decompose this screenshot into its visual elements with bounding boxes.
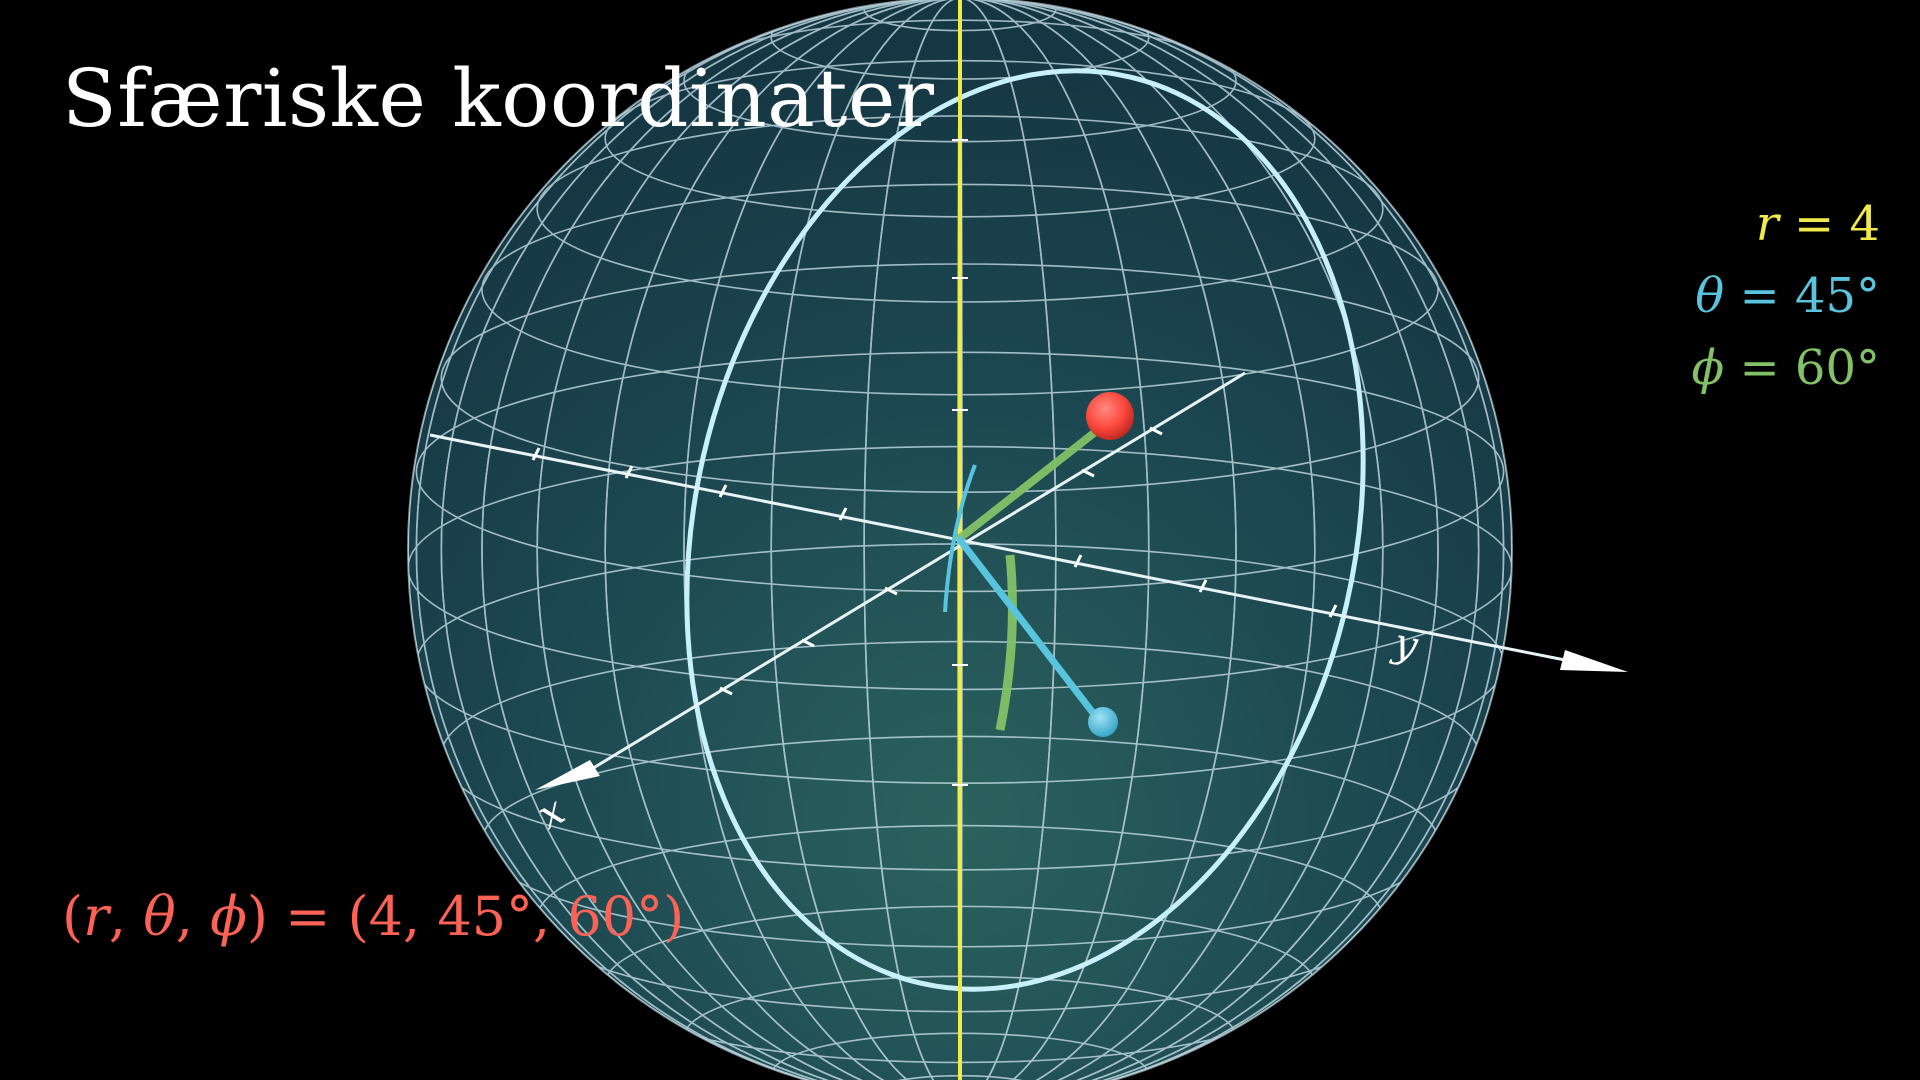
param-phi-value: 60° (1794, 340, 1880, 396)
param-phi-symbol: ϕ (1691, 340, 1725, 396)
x-axis (589, 371, 1246, 772)
param-r-symbol: r (1755, 196, 1779, 252)
coord-phi: ϕ (210, 885, 247, 948)
y-axis (429, 433, 1566, 662)
equals-sign: = (1793, 196, 1850, 252)
blue-dot-icon (1088, 707, 1118, 737)
radius-vector (956, 418, 1112, 542)
meridian-line (863, 0, 1057, 1080)
coordinate-tuple: (r, θ, ϕ) = (4, 45°, 60°) (62, 885, 685, 948)
paren-open: ( (62, 885, 84, 948)
meridian-line (770, 0, 1150, 1080)
meridian-line (536, 0, 1384, 1080)
z-axis-ticks (952, 139, 968, 786)
param-r-value: 4 (1849, 196, 1880, 252)
equals-sign: = (1739, 340, 1795, 396)
meridian-ring (684, 68, 1366, 992)
phi-arc (995, 554, 1017, 731)
y-axis-arrow-icon (1560, 650, 1628, 672)
param-theta-symbol: θ (1695, 268, 1725, 324)
param-phi: ϕ = 60° (1691, 340, 1880, 396)
theta-arc (943, 464, 977, 613)
param-theta-value: 45° (1794, 268, 1880, 324)
meridian-line (604, 0, 1316, 1080)
coord-r: r (83, 885, 109, 948)
param-r: r = 4 (1756, 196, 1880, 252)
coord-theta: θ (143, 885, 176, 948)
meridian-line (440, 0, 1480, 1080)
meridian-line (415, 0, 1505, 1080)
param-theta: θ = 45° (1695, 268, 1880, 324)
page-title: Sfæriske koordinater (62, 52, 935, 145)
projection-line (956, 536, 1104, 726)
x-axis-arrow-icon (535, 760, 600, 790)
equals-sign: = (285, 885, 348, 948)
red-sphere-icon (1086, 392, 1134, 440)
sphere-outline (407, 0, 1513, 1080)
y-axis-ticks (531, 447, 1338, 618)
coord-values: (4, 45°, 60°) (347, 885, 685, 948)
meridian-line (481, 0, 1439, 1080)
x-axis-ticks (719, 426, 1163, 696)
meridian-line (683, 0, 1237, 1080)
paren-close: ) (246, 885, 268, 948)
equals-sign: = (1739, 268, 1795, 324)
